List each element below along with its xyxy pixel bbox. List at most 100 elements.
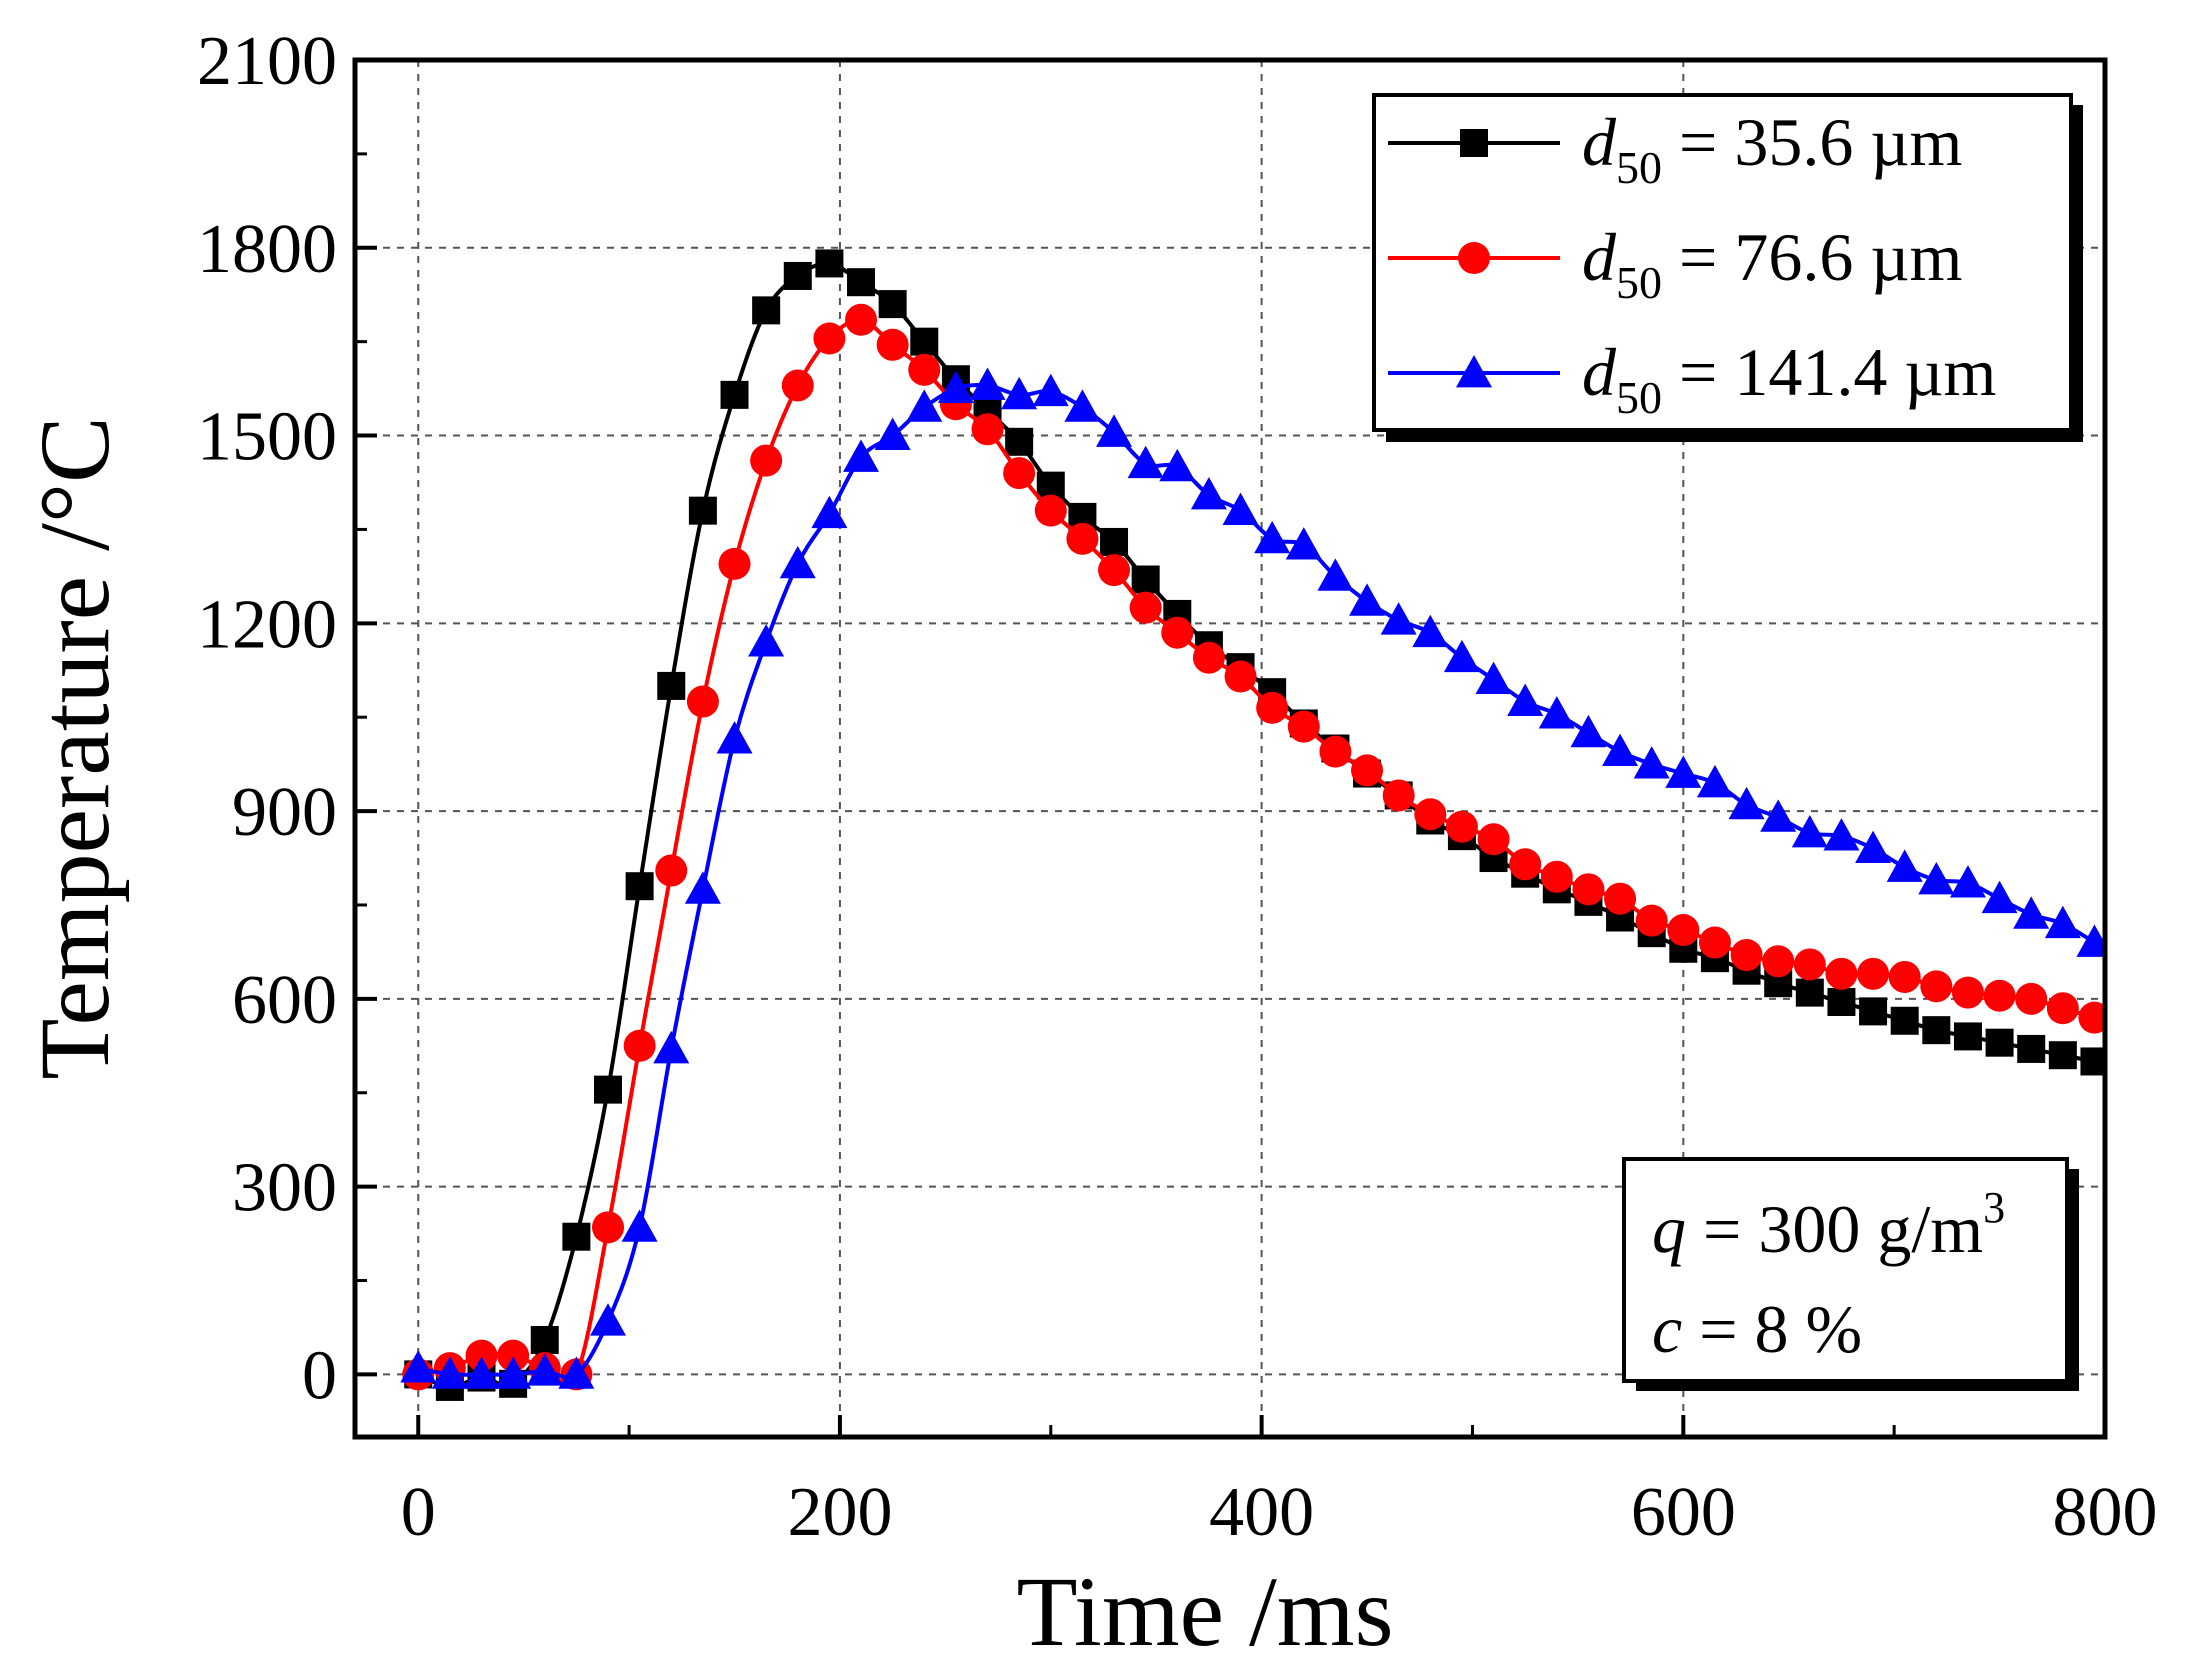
legend-marker <box>1460 129 1488 157</box>
legend-marker <box>1458 242 1490 274</box>
data-point <box>1635 904 1668 937</box>
annotation-q-sup: 3 <box>1983 1183 2005 1232</box>
data-point <box>1032 373 1069 407</box>
data-point <box>1190 477 1227 510</box>
x-tick-label: 0 <box>401 1474 436 1551</box>
annotation-c-text: = 8 % <box>1682 1291 1862 1367</box>
data-point <box>2078 1001 2105 1034</box>
data-point <box>1159 448 1196 482</box>
legend-label: d50 = 35.6 µm <box>1582 104 1962 193</box>
data-point <box>463 1356 500 1389</box>
data-point <box>716 721 753 754</box>
data-point <box>1857 957 1890 990</box>
data-point <box>1034 494 1067 527</box>
data-point <box>558 1356 595 1389</box>
data-point <box>1127 445 1164 479</box>
y-tick-label: 1500 <box>197 399 337 476</box>
data-point <box>1540 860 1573 893</box>
data-point <box>562 1222 591 1251</box>
data-point <box>1064 389 1101 422</box>
condition-annotation: q = 300 g/m3 c = 8 % <box>1622 1157 2079 1391</box>
annotation-box <box>1622 1157 2069 1383</box>
data-point <box>1730 939 1763 972</box>
data-point <box>1349 583 1386 616</box>
data-point <box>1728 786 1765 820</box>
data-point <box>1509 848 1542 881</box>
legend-item: d50 = 141.4 µm <box>1388 334 1996 423</box>
data-point <box>2076 924 2105 957</box>
legend-label-var: d <box>1582 104 1617 180</box>
data-point <box>969 367 1006 400</box>
y-tick-label: 300 <box>232 1150 337 1227</box>
legend-label-rest: = 76.6 µm <box>1662 219 1962 295</box>
data-point <box>1098 554 1131 587</box>
data-point <box>1604 882 1637 915</box>
x-tick-label: 800 <box>2053 1474 2158 1551</box>
data-point <box>1823 818 1860 851</box>
data-point <box>2046 992 2079 1025</box>
data-point <box>1475 661 1512 695</box>
data-point <box>910 327 939 356</box>
data-point <box>1317 558 1354 591</box>
data-point <box>1696 764 1733 798</box>
x-tick-label: 600 <box>1631 1474 1736 1551</box>
data-point <box>1949 865 1986 898</box>
legend-label: d50 = 141.4 µm <box>1582 334 1996 423</box>
data-point <box>1443 639 1480 673</box>
data-point <box>1795 978 1824 1007</box>
legend-label-var: d <box>1582 334 1617 410</box>
annotation-q-var: q <box>1652 1191 1686 1267</box>
data-point <box>2080 1047 2105 1076</box>
data-point <box>1254 520 1291 554</box>
data-point <box>1985 1028 2014 1057</box>
data-point <box>906 389 943 422</box>
data-point <box>1222 492 1259 526</box>
data-point <box>718 547 751 580</box>
y-tick-label: 600 <box>232 962 337 1039</box>
data-point <box>1983 979 2016 1012</box>
data-point <box>1096 414 1133 447</box>
data-point <box>684 871 721 904</box>
annotation-concentration: q = 300 g/m3 <box>1652 1183 2005 1267</box>
data-point <box>1161 616 1194 649</box>
data-point <box>1287 710 1320 743</box>
data-point <box>1667 914 1700 947</box>
data-point <box>1760 799 1797 832</box>
data-point <box>1825 957 1858 990</box>
data-point <box>2048 1041 2077 1070</box>
data-point <box>874 417 911 450</box>
data-point <box>1131 565 1160 594</box>
data-point <box>847 268 876 297</box>
data-point <box>811 495 848 529</box>
data-point <box>1890 1006 1919 1035</box>
data-point <box>908 353 941 386</box>
legend-label-sub: 50 <box>1616 142 1662 193</box>
data-point <box>2017 1034 2046 1063</box>
axis-ticks: 0 200 400 600 800 0 300 600 900 1200 1500 1800 2100 <box>197 23 2158 1551</box>
data-point <box>621 1209 658 1242</box>
series-d50-141-4 <box>400 367 2105 1389</box>
data-point <box>2013 896 2050 929</box>
legend-label-sub: 50 <box>1616 257 1662 308</box>
data-point <box>1920 970 1953 1003</box>
annotation-c-var: c <box>1652 1291 1682 1367</box>
data-point <box>526 1353 563 1386</box>
legend-label-sub: 50 <box>1616 372 1662 423</box>
data-point <box>1445 810 1478 843</box>
data-point <box>1665 755 1702 788</box>
data-point <box>431 1356 468 1389</box>
data-point <box>590 1303 627 1336</box>
data-point <box>1888 960 1921 993</box>
data-point <box>1572 873 1605 906</box>
y-tick-label: 0 <box>302 1337 337 1414</box>
data-point <box>530 1325 559 1354</box>
data-point <box>720 380 749 409</box>
annotation-content: c = 8 % <box>1652 1291 1862 1367</box>
data-point <box>1886 849 1923 882</box>
data-point <box>1859 997 1888 1026</box>
data-point <box>1951 976 1984 1009</box>
data-point <box>2044 905 2081 939</box>
series-group <box>400 249 2105 1401</box>
data-point <box>1953 1022 1982 1051</box>
